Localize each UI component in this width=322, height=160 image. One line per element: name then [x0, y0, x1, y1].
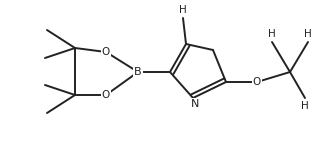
- Text: N: N: [191, 99, 199, 109]
- Text: H: H: [179, 5, 187, 15]
- Text: O: O: [102, 47, 110, 57]
- Text: B: B: [134, 67, 142, 77]
- Text: O: O: [102, 90, 110, 100]
- Text: H: H: [304, 29, 312, 39]
- Text: H: H: [301, 101, 309, 111]
- Text: O: O: [253, 77, 261, 87]
- Text: H: H: [268, 29, 276, 39]
